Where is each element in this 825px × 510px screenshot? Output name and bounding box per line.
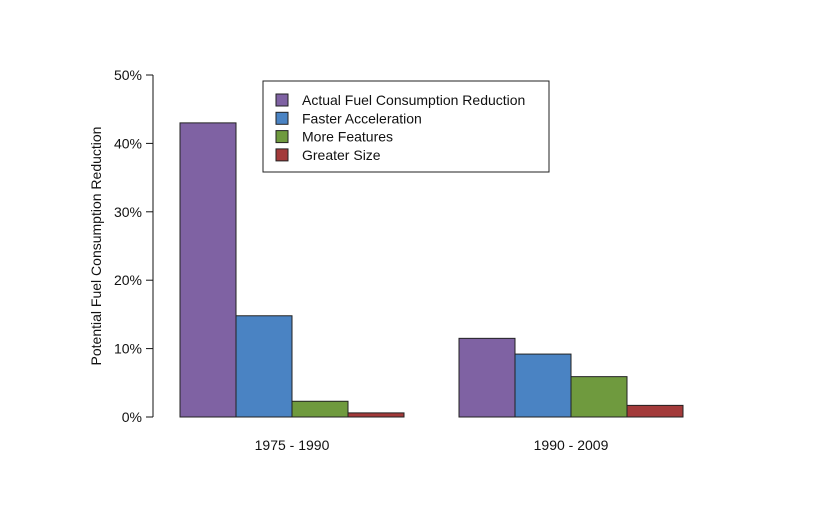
legend-box xyxy=(262,80,550,173)
x-axis-labels: 1975 - 1990 1990 - 2009 xyxy=(255,437,609,453)
bar xyxy=(179,122,237,418)
bar xyxy=(291,400,349,418)
legend-label: Faster Acceleration xyxy=(302,110,422,126)
legend-swatch xyxy=(275,111,289,125)
bar xyxy=(458,337,516,418)
y-tick-label: 40% xyxy=(114,135,142,151)
x-category-label: 1990 - 2009 xyxy=(534,437,609,453)
legend-label: Actual Fuel Consumption Reduction xyxy=(302,92,525,108)
y-tick-label: 50% xyxy=(114,67,142,83)
y-axis-title: Potential Fuel Consumption Reduction xyxy=(88,127,104,366)
bar xyxy=(570,376,628,418)
y-axis: 0% 10% 20% 30% 40% 50% xyxy=(114,67,154,425)
y-tick-label: 0% xyxy=(122,409,142,425)
x-category-label: 1975 - 1990 xyxy=(255,437,330,453)
legend-swatch xyxy=(275,148,289,162)
y-tick-label: 20% xyxy=(114,272,142,288)
bar xyxy=(235,315,293,418)
bars-group xyxy=(179,122,684,418)
legend: Actual Fuel Consumption Reduction Faster … xyxy=(262,80,550,173)
bar xyxy=(514,353,572,418)
y-tick-label: 30% xyxy=(114,204,142,220)
legend-label: Greater Size xyxy=(302,147,381,163)
legend-swatch xyxy=(275,130,289,144)
bar xyxy=(626,404,684,418)
y-tick-label: 10% xyxy=(114,341,142,357)
legend-swatch xyxy=(275,93,289,107)
legend-label: More Features xyxy=(302,129,393,145)
bar xyxy=(347,412,405,418)
